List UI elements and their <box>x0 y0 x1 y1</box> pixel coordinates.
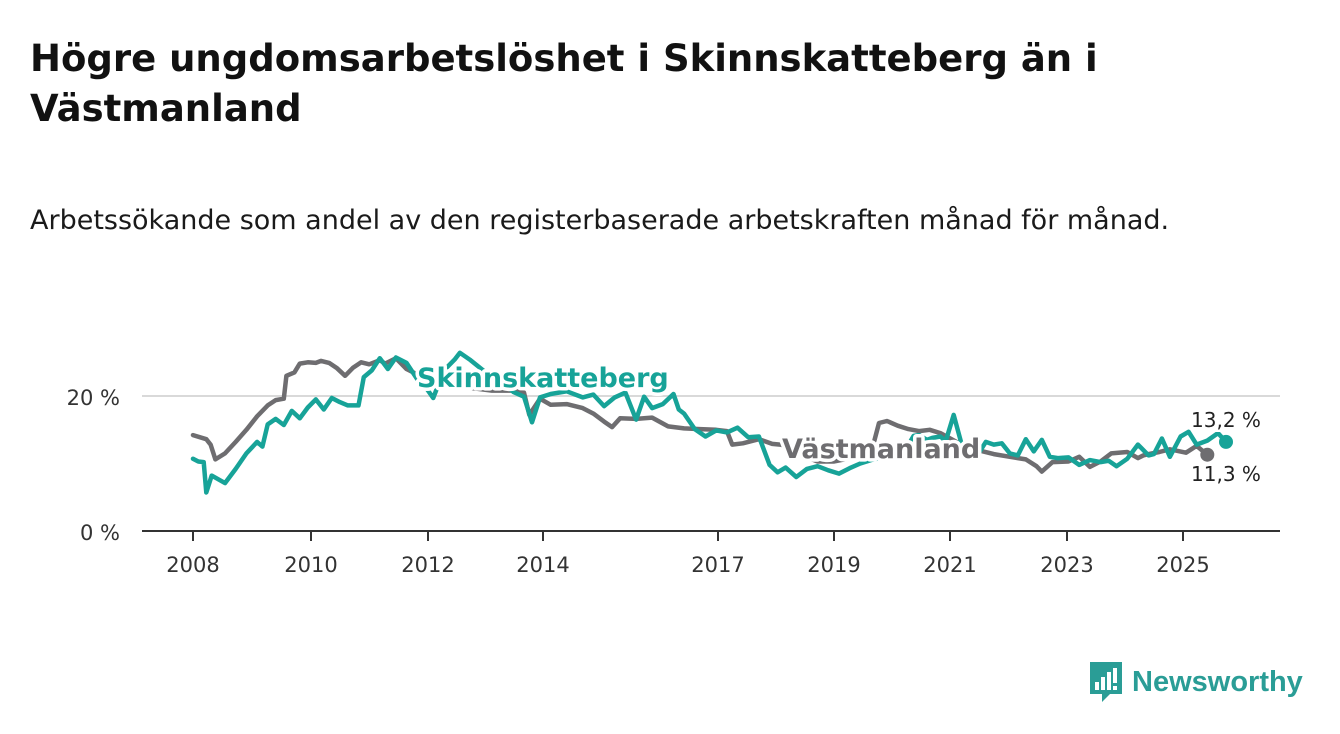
x-tick-label: 2008 <box>166 553 219 577</box>
series-label-vstmanland: Västmanland <box>782 434 980 465</box>
end-value-label: 13,2 % <box>1191 408 1261 432</box>
series-line-vstmanland <box>190 355 1210 474</box>
x-tick-label: 2012 <box>401 553 454 577</box>
series-layer <box>190 350 1233 495</box>
end-value-label: 11,3 % <box>1191 462 1261 486</box>
chart-title: Högre ungdomsarbetslöshet i Skinnskatteb… <box>30 37 1098 130</box>
y-tick-label: 0 % <box>80 521 120 545</box>
label-layer: Skinnskatteberg Västmanland 13,2 % 11,3 % <box>414 360 1264 489</box>
x-tick-label: 2017 <box>691 553 744 577</box>
x-tick-label: 2025 <box>1156 553 1209 577</box>
x-tick-label: 2014 <box>516 553 569 577</box>
brand-name: Newsworthy <box>1132 665 1303 698</box>
series-endpoint-vstmanland <box>1200 447 1215 462</box>
grid-layer: 0 % 20 % 2008 2010 2012 2014 2017 2019 2021 2023 2… <box>67 386 1280 577</box>
x-tick-label: 2023 <box>1040 553 1093 577</box>
x-tick-label: 2021 <box>923 553 976 577</box>
series-endpoint-skinnskatteberg <box>1219 434 1233 449</box>
x-tick-label: 2019 <box>807 553 860 577</box>
x-tick-label: 2010 <box>284 553 337 577</box>
series-line-skinnskatteberg <box>190 350 1229 495</box>
newsworthy-logo-icon <box>1090 662 1122 702</box>
series-label-skinnskatteberg: Skinnskatteberg <box>417 363 669 394</box>
newsworthy-logo: Newsworthy <box>1088 660 1303 704</box>
chart-subtitle: Arbetssökande som andel av den registerb… <box>30 205 1170 236</box>
y-tick-label: 20 % <box>67 386 120 410</box>
